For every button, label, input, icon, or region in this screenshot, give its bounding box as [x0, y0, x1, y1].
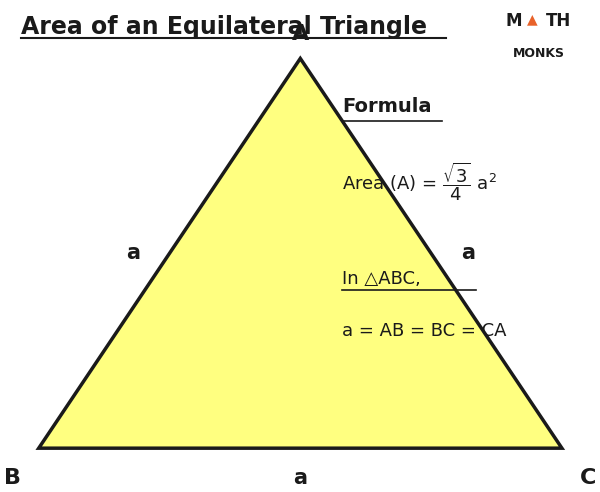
Text: ▲: ▲ — [527, 12, 538, 26]
Text: a: a — [126, 244, 140, 263]
Text: Area of an Equilateral Triangle: Area of an Equilateral Triangle — [21, 15, 427, 38]
Text: a = AB = BC = CA: a = AB = BC = CA — [342, 321, 506, 339]
Text: B: B — [4, 468, 21, 488]
Text: MONKS: MONKS — [512, 47, 565, 60]
Text: a: a — [293, 468, 307, 488]
Polygon shape — [39, 59, 562, 448]
Text: Area (A) = $\dfrac{\sqrt{3}}{4}$ a$^{2}$: Area (A) = $\dfrac{\sqrt{3}}{4}$ a$^{2}$ — [342, 161, 497, 204]
Text: C: C — [580, 468, 596, 488]
Text: a: a — [461, 244, 475, 263]
Text: Formula: Formula — [342, 97, 431, 117]
Text: A: A — [292, 24, 309, 44]
Text: TH: TH — [546, 12, 571, 30]
Text: In △ABC,: In △ABC, — [342, 271, 421, 288]
Text: M: M — [505, 12, 522, 30]
